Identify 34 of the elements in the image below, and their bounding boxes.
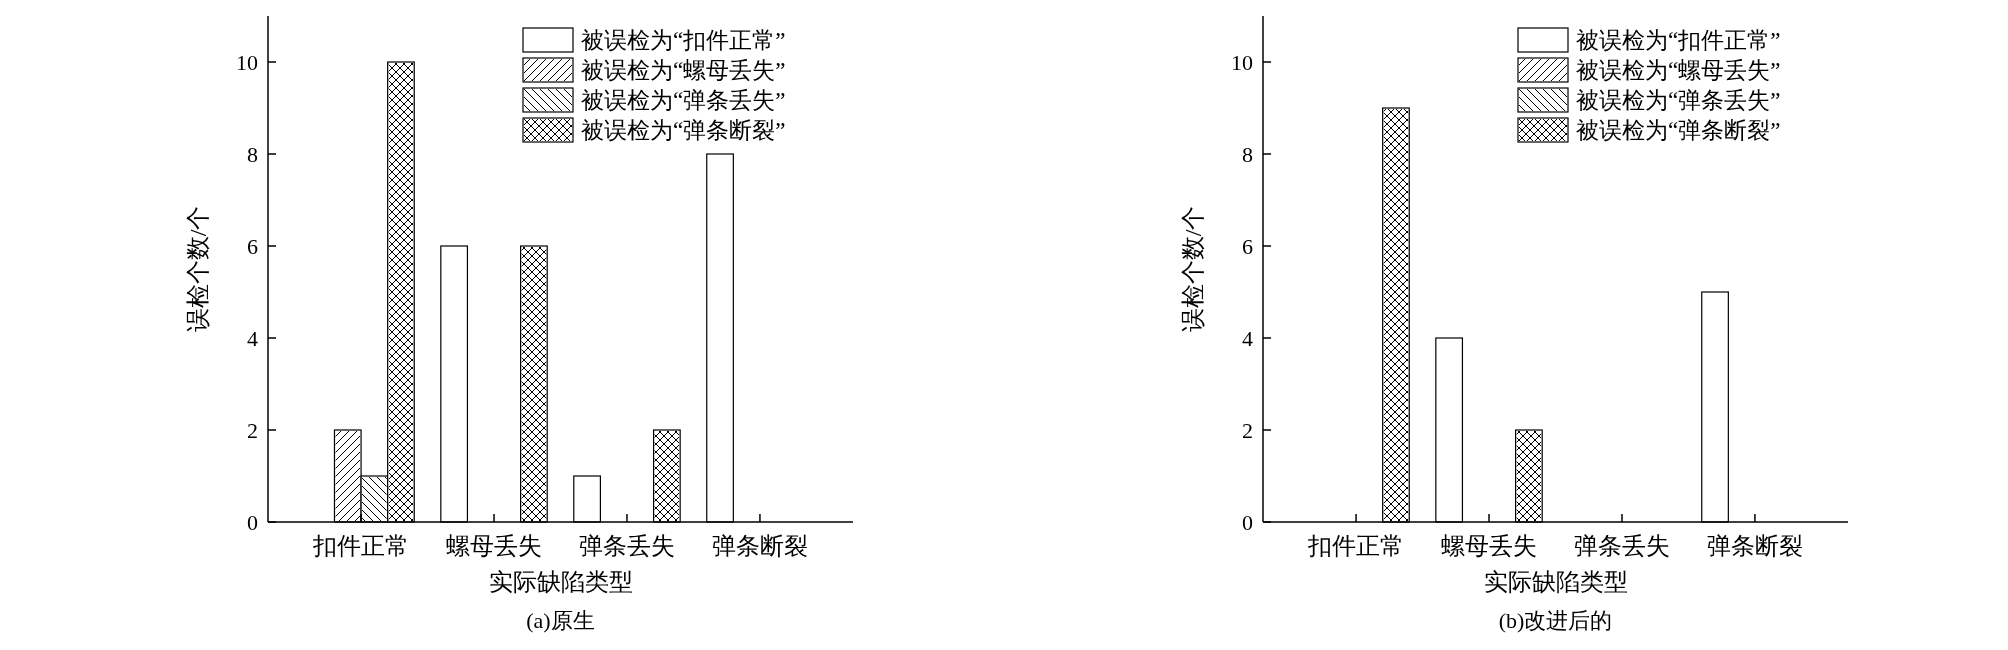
y-tick-label: 6 [247,233,258,259]
x-tick-label: 螺母丢失 [446,533,543,559]
x-axis-title: 实际缺陷类型 [1483,569,1628,595]
y-tick-label: 2 [247,417,258,443]
y-axis-title: 误检个数/个 [1180,205,1206,333]
text: (b)改进后的 [1498,608,1613,633]
x-tick-label: 弹条丢失 [1573,533,1670,559]
legend-label: 被误检为“螺母丢失” [581,58,786,84]
legend-label: 被误检为“扣件正常” [581,28,786,54]
text: (a)原生 [526,608,595,633]
x-tick-label: 弹条断裂 [711,533,808,559]
y-axis-title: 误检个数/个 [185,205,211,333]
y-tick-label: 8 [247,141,258,167]
y-tick-label: 10 [1231,49,1253,75]
y-tick-label: 4 [247,325,258,351]
x-tick-label: 弹条断裂 [1706,533,1803,559]
legend-label: 被误检为“弹条丢失” [1576,88,1781,114]
x-tick-label: 弹条丢失 [578,533,675,559]
x-tick-label: 扣件正常 [1307,533,1405,559]
y-tick-label: 2 [1242,417,1253,443]
y-tick-label: 4 [1242,325,1253,351]
x-tick-label: 扣件正常 [312,533,410,559]
legend-label: 被误检为“螺母丢失” [1576,58,1781,84]
y-tick-label: 8 [1242,141,1253,167]
x-axis-title: 实际缺陷类型 [488,569,633,595]
y-tick-label: 0 [1242,509,1253,535]
legend-label: 被误检为“弹条丢失” [581,88,786,114]
y-tick-label: 6 [1242,233,1253,259]
y-tick-label: 0 [247,509,258,535]
legend-label: 被误检为“扣件正常” [1576,28,1781,54]
x-tick-label: 螺母丢失 [1441,533,1538,559]
y-tick-label: 10 [236,49,258,75]
legend-label: 被误检为“弹条断裂” [581,118,786,144]
legend-label: 被误检为“弹条断裂” [1576,118,1781,144]
